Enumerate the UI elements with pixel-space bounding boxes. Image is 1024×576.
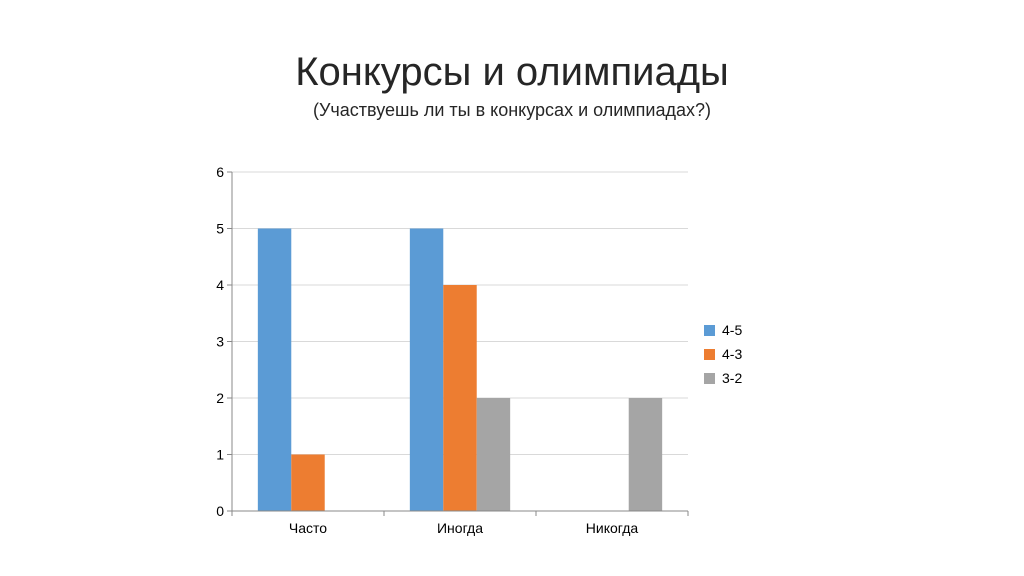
legend-item: 3-2 bbox=[704, 366, 742, 390]
y-tick-label: 0 bbox=[216, 503, 224, 519]
x-tick-label: Часто bbox=[289, 520, 327, 536]
y-tick-label: 4 bbox=[216, 277, 224, 293]
legend-item: 4-5 bbox=[704, 318, 742, 342]
bars bbox=[257, 228, 663, 511]
legend-label: 3-2 bbox=[722, 370, 743, 386]
y-tick-labels: 0 1 2 3 4 5 6 bbox=[216, 164, 224, 519]
y-tick-label: 5 bbox=[216, 221, 224, 237]
bar bbox=[476, 398, 511, 511]
legend: 4-5 4-3 3-2 bbox=[704, 318, 742, 390]
bar bbox=[257, 228, 292, 511]
x-tick-label: Иногда bbox=[437, 520, 483, 536]
legend-label: 4-5 bbox=[722, 322, 743, 338]
legend-item: 4-3 bbox=[704, 342, 742, 366]
bar bbox=[291, 454, 325, 511]
axes bbox=[227, 171, 689, 516]
x-tick-label: Никогда bbox=[586, 520, 639, 536]
y-tick-label: 6 bbox=[216, 164, 224, 180]
legend-swatch bbox=[704, 348, 715, 360]
y-tick-label: 2 bbox=[216, 390, 224, 406]
legend-label: 4-3 bbox=[722, 346, 743, 362]
bar bbox=[409, 228, 444, 511]
x-tick-labels: Часто Иногда Никогда bbox=[289, 520, 639, 536]
y-tick-label: 1 bbox=[216, 447, 224, 463]
y-tick-label: 3 bbox=[216, 334, 224, 350]
bar bbox=[628, 398, 663, 511]
slide-subtitle: (Участвуешь ли ты в конкурсах и олимпиад… bbox=[312, 100, 712, 120]
bar bbox=[443, 285, 477, 511]
slide-title: Конкурсы и олимпиады bbox=[295, 50, 729, 94]
legend-swatch bbox=[704, 372, 715, 384]
legend-swatch bbox=[704, 324, 715, 336]
